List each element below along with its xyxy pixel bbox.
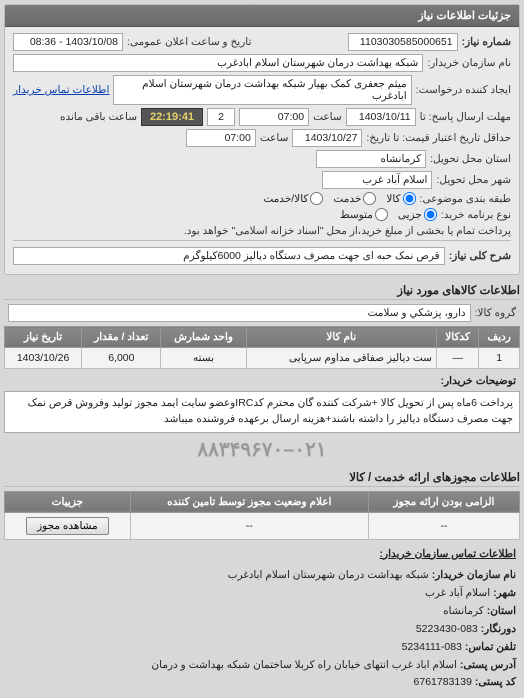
contact-post-label: کد پستی: xyxy=(475,676,516,688)
contact-title: اطلاعات تماس سازمان خریدار: xyxy=(8,546,516,564)
buyer-desc-label: توضیحات خریدار: xyxy=(8,375,516,387)
deadline-send-time: 07:00 xyxy=(239,108,309,126)
col-status: اعلام وضعیت مجوز توسط تامین کننده xyxy=(130,491,368,512)
req-no-value: 1103030585000651 xyxy=(348,33,458,51)
buytype-opt-small[interactable]: جزیی xyxy=(398,208,437,221)
contact-city: اسلام آباد غرب xyxy=(425,587,490,599)
contact-org: شبکه بهداشت درمان شهرستان اسلام ابادغرب xyxy=(228,569,429,581)
validity-date: 1403/10/27 xyxy=(292,129,362,147)
creator-label: ایجاد کننده درخواست: xyxy=(416,84,511,96)
contact-tel-label: تلفن تماس: xyxy=(465,641,516,653)
contact-province-label: استان: xyxy=(487,605,516,617)
cell-mandatory: -- xyxy=(368,512,519,539)
subject-label: شرح کلی نیاز: xyxy=(449,250,511,262)
cell-date: 1403/10/26 xyxy=(5,348,82,369)
col-qty: تعداد / مقدار xyxy=(82,327,161,348)
validity-time: 07:00 xyxy=(186,129,256,147)
time-label-2: ساعت xyxy=(260,132,289,144)
contact-province: کرمانشاه xyxy=(443,605,484,617)
req-no-label: شماره نیاز: xyxy=(462,36,511,48)
class-radio-both[interactable] xyxy=(310,192,323,205)
class-opt-both[interactable]: کالا/خدمت xyxy=(263,192,323,205)
table-row: 1 — ست دیالیز صفاقی مداوم سرپایی بسته 6,… xyxy=(5,348,520,369)
contact-org-label: نام سازمان خریدار: xyxy=(432,569,516,581)
payment-note: پرداخت تمام یا بخشی از مبلغ خرید،از محل … xyxy=(184,225,511,237)
class-opt-service[interactable]: خدمت xyxy=(333,192,376,205)
table-row: -- -- مشاهده مجوز xyxy=(5,512,520,539)
contact-city-label: شهر: xyxy=(493,587,516,599)
class-radio-service[interactable] xyxy=(363,192,376,205)
class-radio-goods[interactable] xyxy=(403,192,416,205)
province-label: استان محل تحویل: xyxy=(430,153,511,165)
deadline-send-label: مهلت ارسال پاسخ: تا xyxy=(420,111,511,123)
cell-code: — xyxy=(436,348,478,369)
city-value: اسلام آباد غرب xyxy=(322,171,432,189)
permits-section-title: اطلاعات مجوزهای ارائه خدمت / کالا xyxy=(4,470,520,484)
remain-days: 2 xyxy=(207,108,235,126)
buyer-contact-block: اطلاعات تماس سازمان خریدار: نام سازمان خ… xyxy=(8,546,516,693)
contact-post: 6761783139 xyxy=(414,676,472,688)
buytype-opt-medium[interactable]: متوسط xyxy=(340,208,388,221)
subject-value: قرص نمک حبه ای جهت مصرف دستگاه دیالیز 60… xyxy=(13,247,445,265)
goods-group-label: گروه کالا: xyxy=(475,307,516,319)
col-date: تاریخ نیاز xyxy=(5,327,82,348)
cell-status: -- xyxy=(130,512,368,539)
col-mandatory: الزامی بودن ارائه مجوز xyxy=(368,491,519,512)
buyer-label: نام سازمان خریدار: xyxy=(427,57,511,69)
col-unit: واحد شمارش xyxy=(161,327,246,348)
panel-header: جزئیات اطلاعات نیاز xyxy=(5,5,519,27)
col-name: نام کالا xyxy=(246,327,436,348)
buytype-label: نوع برنامه خرید: xyxy=(441,209,511,221)
province-value: کرمانشاه xyxy=(316,150,426,168)
cell-idx: 1 xyxy=(479,348,520,369)
cell-qty: 6,000 xyxy=(82,348,161,369)
buyer-desc-text: پرداخت 6ماه پس از تحویل کالا +شرکت کننده… xyxy=(4,391,520,433)
announce-label: تاریخ و ساعت اعلان عمومی: xyxy=(127,36,251,48)
class-radio-group: کالا خدمت کالا/خدمت xyxy=(263,192,415,205)
cell-details: مشاهده مجوز xyxy=(5,512,131,539)
countdown-timer: 22:19:41 xyxy=(141,108,203,126)
deadline-send-date: 1403/10/11 xyxy=(346,108,416,126)
goods-table: ردیف کدکالا نام کالا واحد شمارش تعداد / … xyxy=(4,326,520,369)
creator-value: میثم جعفری کمک بهیار شبکه بهداشت درمان ش… xyxy=(113,75,411,105)
col-row: ردیف xyxy=(479,327,520,348)
watermark-phone: ۰۲۱–۸۸۳۴۹۶۷۰ xyxy=(0,437,524,462)
contact-fax: 083-5223430 xyxy=(416,623,478,635)
announce-value: 1403/10/08 - 08:36 xyxy=(13,33,123,51)
permits-table: الزامی بودن ارائه مجوز اعلام وضعیت مجوز … xyxy=(4,491,520,540)
goods-group-value: دارو، پزشكي و سلامت xyxy=(8,304,471,322)
buytype-radio-group: جزیی متوسط xyxy=(340,208,437,221)
contact-tel: 083-5234111 xyxy=(402,641,462,653)
need-details-panel: جزئیات اطلاعات نیاز شماره نیاز: 11030305… xyxy=(4,4,520,275)
contact-addr: اسلام اباد غرب انتهای خیابان راه کربلا س… xyxy=(151,659,457,671)
col-details: جزییات xyxy=(5,491,131,512)
cell-unit: بسته xyxy=(161,348,246,369)
validity-label: حداقل تاریخ اعتبار قیمت: تا تاریخ: xyxy=(366,132,511,144)
cell-name: ست دیالیز صفاقی مداوم سرپایی xyxy=(246,348,436,369)
col-code: کدکالا xyxy=(436,327,478,348)
class-opt-goods[interactable]: کالا xyxy=(386,192,415,205)
buyer-value: شبکه بهداشت درمان شهرستان اسلام ابادغرب xyxy=(13,54,423,72)
view-permit-button[interactable]: مشاهده مجوز xyxy=(26,517,109,535)
city-label: شهر محل تحویل: xyxy=(436,174,511,186)
remain-suffix: ساعت باقی مانده xyxy=(60,111,137,123)
class-label: طبقه بندی موضوعی: xyxy=(420,193,511,205)
time-label-1: ساعت xyxy=(313,111,342,123)
buytype-radio-medium[interactable] xyxy=(375,208,388,221)
buyer-contact-link[interactable]: اطلاعات تماس خریدار xyxy=(13,84,109,96)
contact-addr-label: آدرس پستی: xyxy=(460,659,516,671)
goods-section-title: اطلاعات کالاهای مورد نیاز xyxy=(4,283,520,297)
contact-fax-label: دورنگار: xyxy=(481,623,516,635)
buytype-radio-small[interactable] xyxy=(424,208,437,221)
